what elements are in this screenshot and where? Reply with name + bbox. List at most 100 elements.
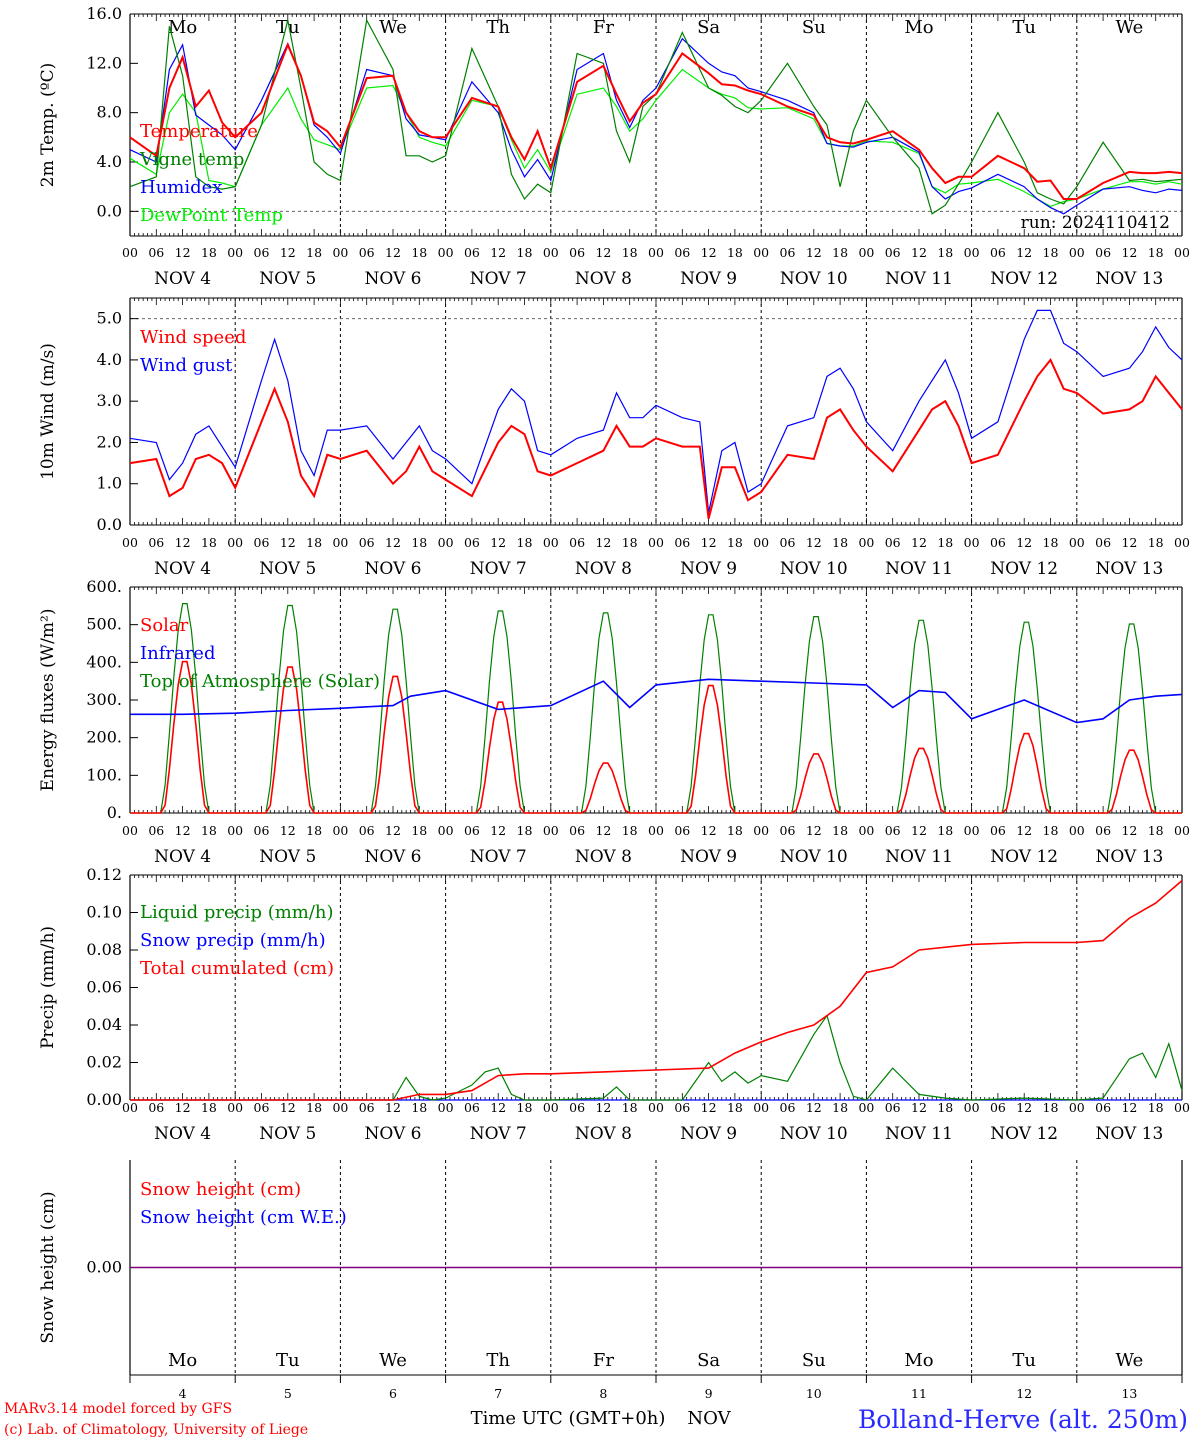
hour-tick-label: 18 [1148, 535, 1164, 550]
hour-tick-label: 06 [1095, 823, 1111, 838]
hour-tick-label: 00 [332, 1100, 348, 1115]
y-tick-label: 0.0 [97, 515, 122, 534]
station-name: Bolland-Herve (alt. 250m) [858, 1405, 1188, 1434]
hour-tick-label: 18 [727, 535, 743, 550]
y-axis-label: Energy fluxes (W/m²) [38, 609, 58, 792]
hour-tick-label: 00 [122, 1100, 138, 1115]
hour-tick-label: 00 [1174, 1100, 1190, 1115]
hour-tick-label: 18 [201, 823, 217, 838]
hour-tick-label: 00 [438, 535, 454, 550]
hour-tick-label: 12 [701, 823, 717, 838]
hour-tick-label: 18 [411, 1100, 427, 1115]
hour-tick-label: 18 [517, 535, 533, 550]
weekday-label: We [1116, 17, 1144, 38]
hour-tick-label: 00 [648, 1100, 664, 1115]
hour-tick-label: 18 [937, 245, 953, 260]
date-label: NOV 4 [154, 269, 211, 289]
hour-tick-label: 00 [332, 823, 348, 838]
hour-tick-label: 06 [1095, 535, 1111, 550]
date-label: NOV 9 [680, 269, 737, 289]
weekday-label: Tu [1012, 17, 1036, 38]
weekday-label: We [379, 1350, 407, 1371]
date-label: NOV 6 [364, 269, 421, 289]
date-number-label: 13 [1121, 1386, 1137, 1401]
hour-tick-label: 06 [254, 1100, 270, 1115]
weekday-label: Sa [697, 17, 720, 38]
hour-tick-label: 12 [806, 245, 822, 260]
y-tick-label: 2.0 [97, 432, 122, 451]
hour-tick-label: 12 [1121, 823, 1137, 838]
legend-entry: Wind gust [140, 355, 233, 376]
legend-entry: Vigne temp [139, 149, 244, 170]
hour-tick-label: 12 [490, 1100, 506, 1115]
hour-tick-label: 00 [1174, 535, 1190, 550]
date-label: NOV 5 [259, 847, 316, 867]
hour-tick-label: 00 [227, 535, 243, 550]
hour-tick-label: 18 [517, 245, 533, 260]
panel-4: 00 06 12 18 00 06 12 18 00 06 12 18 00 06 12 18 00 06 12 18… [38, 865, 1190, 1144]
hour-tick-label: 18 [727, 245, 743, 260]
legend-entry: DewPoint Temp [140, 205, 283, 226]
hour-tick-label: 06 [674, 1100, 690, 1115]
y-axis-label: Precip (mm/h) [38, 926, 58, 1049]
date-label: NOV 7 [470, 269, 527, 289]
hour-tick-label: 00 [648, 535, 664, 550]
date-label: NOV 7 [470, 559, 527, 579]
legend-entry: Wind speed [140, 327, 246, 348]
hour-tick-label: 00 [1069, 535, 1085, 550]
date-number-label: 4 [179, 1386, 187, 1401]
hour-tick-label: 06 [148, 823, 164, 838]
date-label: NOV 4 [154, 559, 211, 579]
hour-tick-label: 00 [1069, 245, 1085, 260]
hour-tick-label: 06 [359, 823, 375, 838]
date-label: NOV 10 [780, 1124, 848, 1144]
hour-tick-label: 18 [201, 245, 217, 260]
date-label: NOV 13 [1095, 559, 1163, 579]
date-label: NOV 11 [885, 269, 953, 289]
date-label: NOV 5 [259, 559, 316, 579]
date-label: NOV 13 [1095, 847, 1163, 867]
run-label: run: 2024110412 [1021, 213, 1170, 233]
hour-tick-label: 18 [937, 823, 953, 838]
legend-entry: Temperature [140, 121, 258, 142]
date-label: NOV 13 [1095, 269, 1163, 289]
hour-tick-label: 18 [201, 535, 217, 550]
y-tick-label: 0.04 [86, 1015, 122, 1034]
hour-tick-label: 00 [227, 1100, 243, 1115]
date-label: NOV 11 [885, 1124, 953, 1144]
hour-tick-label: 06 [885, 245, 901, 260]
hour-tick-label: 12 [175, 1100, 191, 1115]
weekday-label: We [1116, 1350, 1144, 1371]
legend-entry: Liquid precip (mm/h) [140, 902, 334, 923]
hour-tick-label: 18 [832, 823, 848, 838]
date-label: NOV 9 [680, 559, 737, 579]
hour-tick-label: 06 [780, 535, 796, 550]
y-tick-label: 0.02 [86, 1053, 122, 1072]
date-label: NOV 4 [154, 847, 211, 867]
panel-2: 00 06 12 18 00 06 12 18 00 06 12 18 00 06 12 18 00 06 12 18… [38, 297, 1190, 579]
hour-tick-label: 12 [1016, 1100, 1032, 1115]
hour-tick-label: 12 [175, 535, 191, 550]
hour-tick-label: 06 [990, 823, 1006, 838]
series-line [129, 358, 1183, 520]
hour-tick-label: 18 [727, 1100, 743, 1115]
date-number-label: 10 [806, 1386, 822, 1401]
hour-tick-label: 06 [359, 1100, 375, 1115]
hour-tick-label: 12 [595, 245, 611, 260]
hour-tick-label: 18 [622, 535, 638, 550]
hour-tick-label: 12 [280, 823, 296, 838]
weekday-label: Tu [1012, 1350, 1036, 1371]
hour-tick-label: 00 [332, 535, 348, 550]
hour-tick-label: 12 [1016, 535, 1032, 550]
date-label: NOV 4 [154, 1124, 211, 1144]
hour-tick-label: 00 [227, 245, 243, 260]
x-axis-title: Time UTC (GMT+0h) [471, 1408, 666, 1429]
hour-tick-label: 18 [832, 1100, 848, 1115]
hour-tick-label: 18 [622, 1100, 638, 1115]
weekday-label: Tu [276, 1350, 300, 1371]
hour-tick-label: 00 [438, 1100, 454, 1115]
hour-tick-label: 06 [780, 823, 796, 838]
y-tick-label: 0.08 [86, 940, 122, 959]
hour-tick-label: 06 [148, 1100, 164, 1115]
y-tick-label: 200. [86, 728, 122, 747]
